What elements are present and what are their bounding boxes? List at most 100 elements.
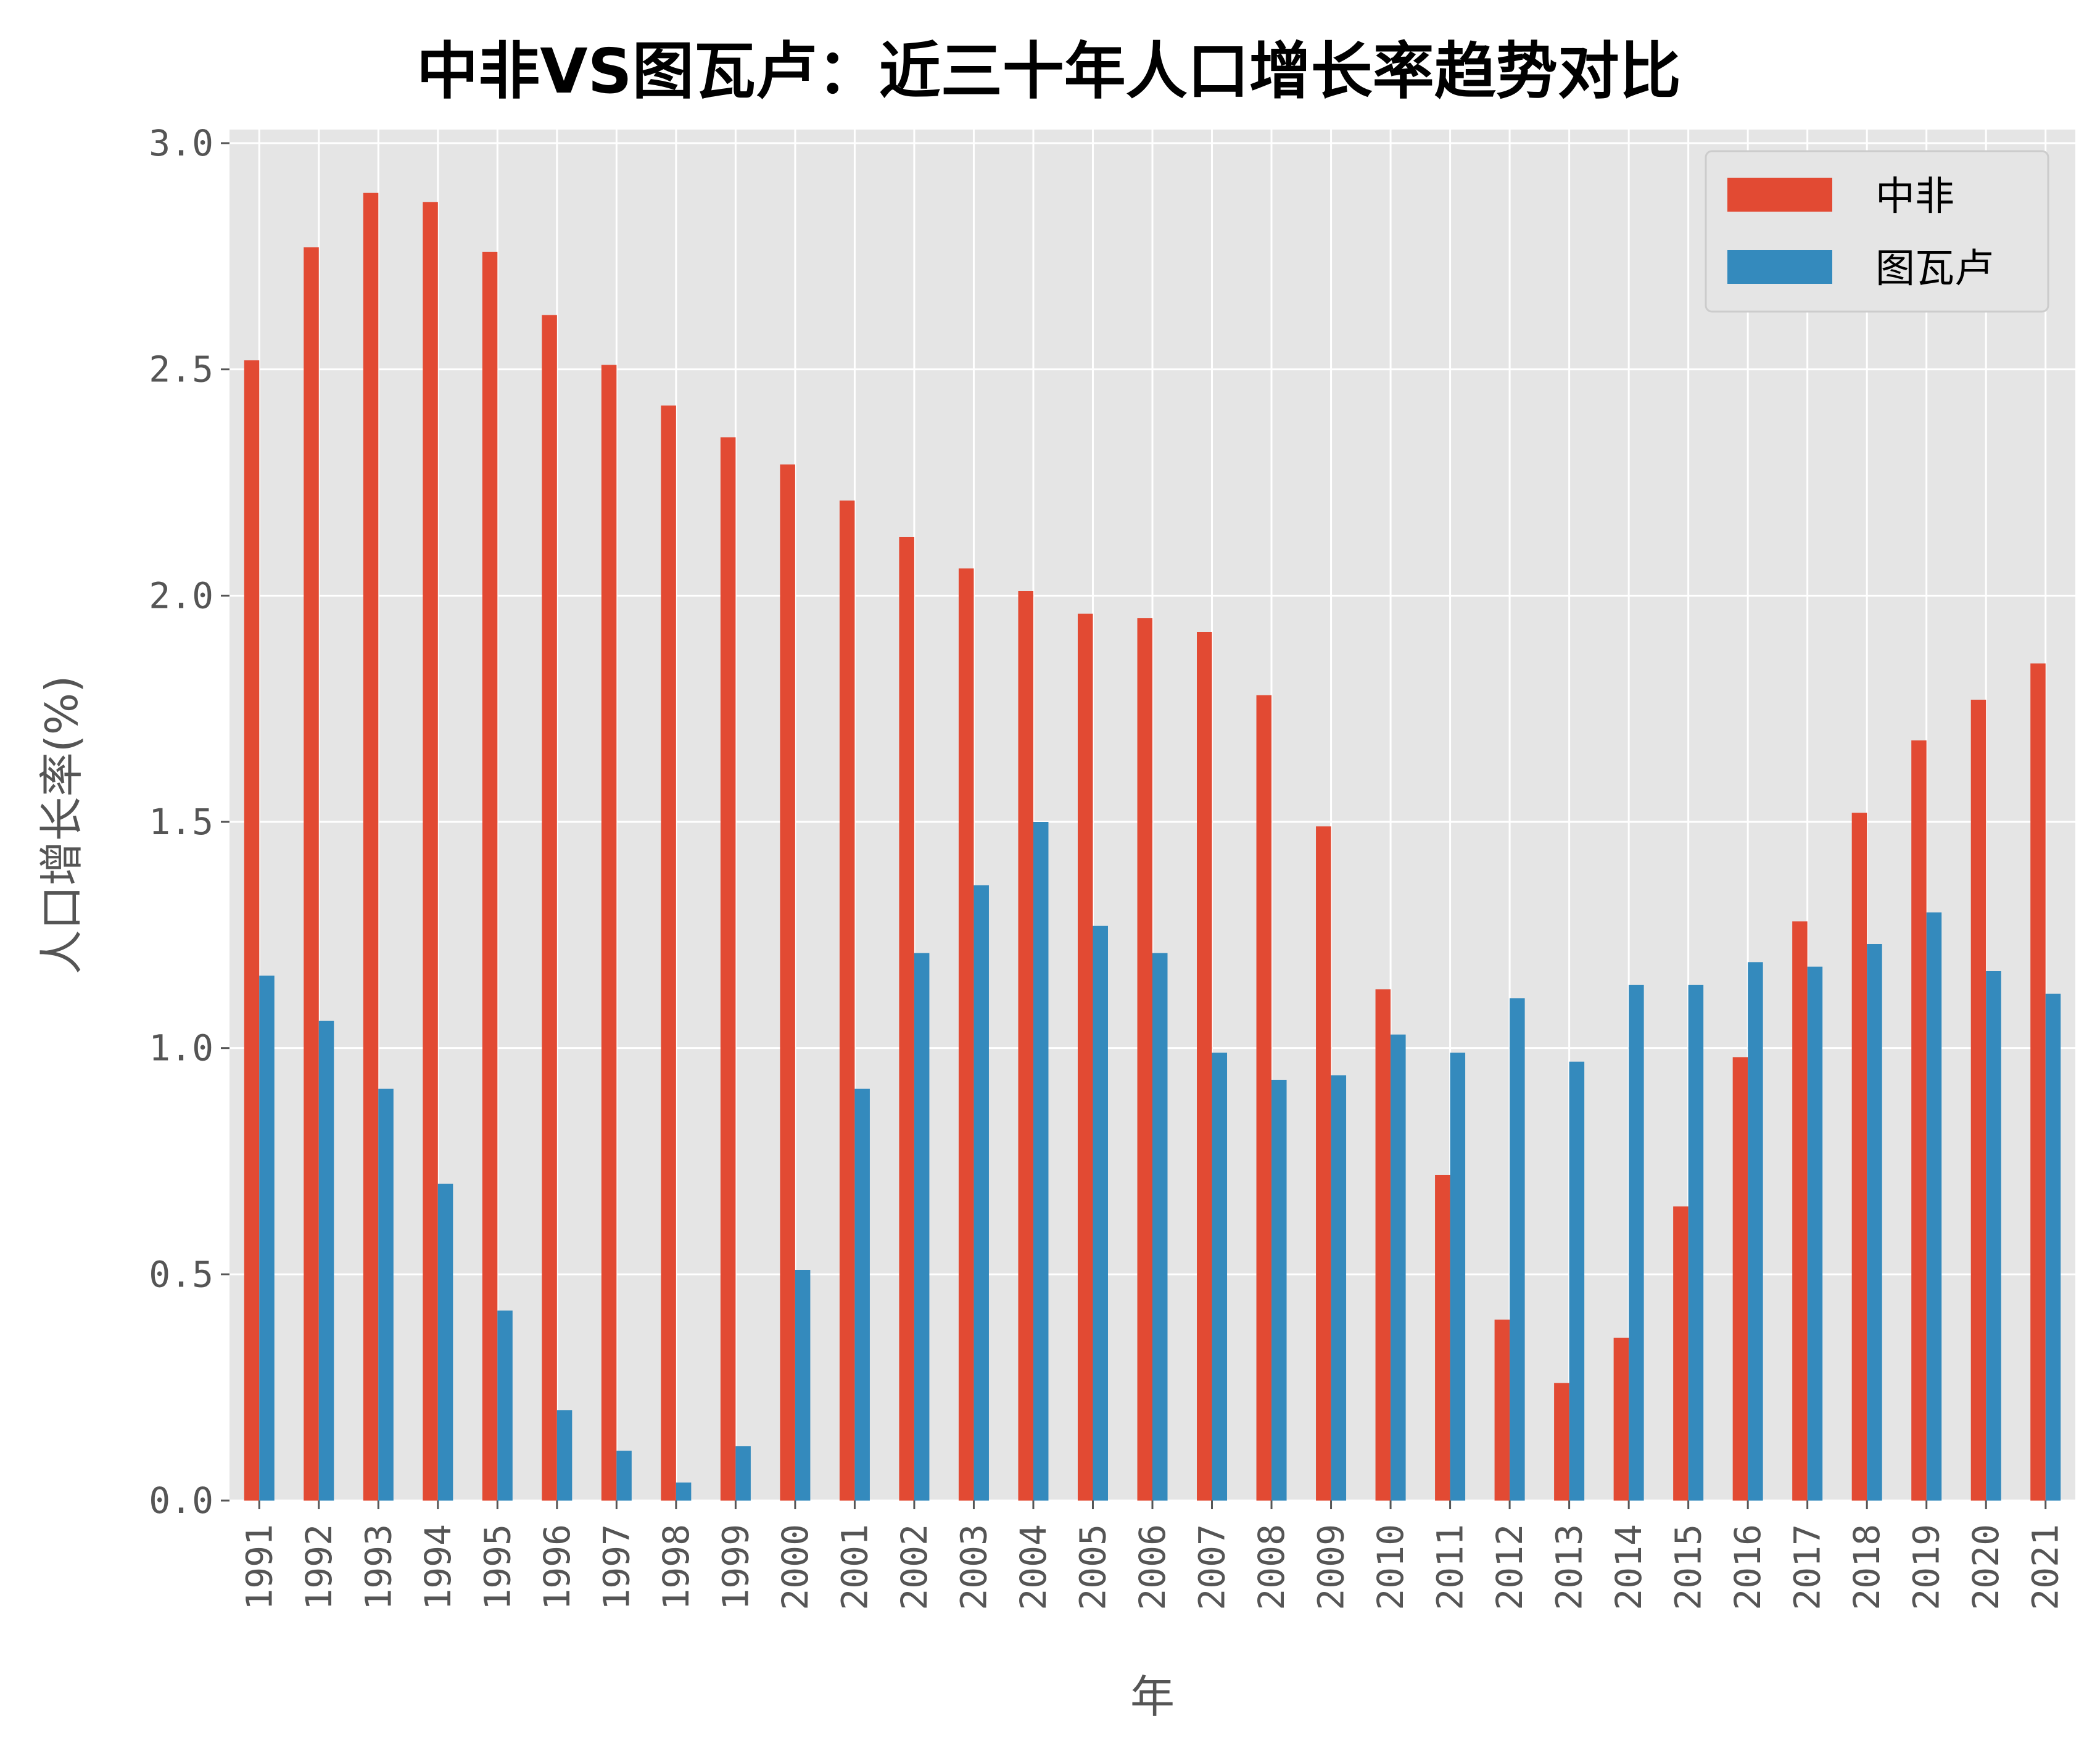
x-tick-label: 1994: [417, 1524, 459, 1610]
bar-central-africa: [1256, 695, 1272, 1501]
x-tick-label: 2015: [1668, 1524, 1709, 1610]
x-tick-label: 1995: [476, 1524, 518, 1610]
legend-swatch-central-africa: [1727, 178, 1832, 212]
bar-tuvalu: [795, 1270, 811, 1501]
x-tick-label: 1992: [298, 1524, 340, 1610]
x-tick-label: 2011: [1429, 1524, 1471, 1610]
bar-tuvalu: [2045, 993, 2061, 1501]
bar-tuvalu: [259, 975, 275, 1501]
y-tick-label: 3.0: [149, 122, 213, 164]
bar-central-africa: [482, 252, 498, 1501]
y-tick-label: 0.0: [149, 1480, 213, 1522]
bar-tuvalu: [1331, 1075, 1347, 1501]
x-axis-ticks: 1991 1992 1993 1994 1995 1996 1997 1998 1999 2000…: [238, 1501, 2067, 1610]
bar-central-africa: [780, 464, 795, 1501]
bar-tuvalu: [914, 953, 930, 1501]
bar-central-africa: [1554, 1383, 1569, 1501]
x-tick-label: 2017: [1787, 1524, 1829, 1610]
x-tick-label: 2018: [1846, 1524, 1888, 1610]
y-tick-label: 1.0: [149, 1027, 213, 1069]
bar-central-africa: [1375, 989, 1391, 1501]
bar-tuvalu: [318, 1021, 334, 1501]
bar-central-africa: [244, 360, 260, 1501]
bar-tuvalu: [1152, 953, 1168, 1501]
y-tick-label: 0.5: [149, 1253, 213, 1295]
bar-central-africa: [423, 202, 438, 1501]
bar-tuvalu: [1748, 962, 1763, 1501]
bar-central-africa: [2030, 663, 2046, 1501]
bar-central-africa: [899, 537, 914, 1501]
bar-central-africa: [720, 437, 736, 1501]
x-tick-label: 2020: [1965, 1524, 2007, 1610]
y-axis-label: 人口增长率(%): [36, 676, 88, 975]
x-tick-label: 1998: [655, 1524, 697, 1610]
y-tick-label: 1.5: [149, 801, 213, 843]
legend-swatch-tuvalu: [1727, 250, 1832, 284]
x-tick-label: 2007: [1191, 1524, 1233, 1610]
bar-central-africa: [1613, 1338, 1629, 1501]
bar-central-africa: [1792, 921, 1808, 1501]
bar-central-africa: [601, 365, 617, 1501]
bar-central-africa: [1732, 1057, 1748, 1501]
x-tick-label: 2006: [1131, 1524, 1173, 1610]
legend: 中非 图瓦卢: [1705, 150, 2049, 313]
bar-tuvalu: [556, 1410, 573, 1501]
bar-tuvalu: [1569, 1061, 1585, 1501]
x-tick-label: 2002: [893, 1524, 935, 1610]
bar-tuvalu: [1033, 822, 1049, 1501]
x-tick-label: 1993: [357, 1524, 399, 1610]
bar-tuvalu: [1271, 1080, 1287, 1501]
y-tick-label: 2.5: [149, 349, 213, 391]
x-tick-label: 2003: [953, 1524, 994, 1610]
x-tick-label: 2009: [1310, 1524, 1352, 1610]
x-tick-label: 2010: [1370, 1524, 1412, 1610]
bar-central-africa: [304, 247, 319, 1501]
x-tick-label: 2005: [1072, 1524, 1114, 1610]
x-tick-label: 2021: [2025, 1524, 2067, 1610]
x-tick-label: 2000: [774, 1524, 816, 1610]
legend-label-tuvalu: 图瓦卢: [1875, 246, 1994, 292]
bar-tuvalu: [1510, 998, 1525, 1501]
bar-central-africa: [661, 405, 676, 1501]
bar-central-africa: [1316, 826, 1331, 1501]
chart-title: 中非VS图瓦卢：近三十年人口增长率趋势对比: [416, 35, 1680, 107]
bar-central-africa: [1494, 1319, 1510, 1501]
bar-tuvalu: [1926, 912, 1942, 1501]
x-tick-label: 1997: [595, 1524, 637, 1610]
bar-central-africa: [363, 193, 379, 1501]
bar-central-africa: [1018, 591, 1033, 1501]
bar-central-africa: [1970, 700, 1986, 1501]
bar-tuvalu: [974, 885, 989, 1501]
bar-central-africa: [1851, 813, 1867, 1501]
bar-tuvalu: [1629, 985, 1644, 1501]
bar-central-africa: [839, 500, 855, 1501]
bar-tuvalu: [1212, 1053, 1228, 1501]
bar-central-africa: [542, 315, 557, 1501]
bar-central-africa: [1435, 1175, 1450, 1501]
x-tick-label: 2014: [1608, 1524, 1650, 1610]
bar-tuvalu: [1450, 1053, 1466, 1501]
x-tick-label: 2001: [833, 1524, 875, 1610]
x-tick-label: 2008: [1250, 1524, 1292, 1610]
bar-tuvalu: [676, 1482, 692, 1501]
bar-tuvalu: [1986, 971, 2001, 1501]
bar-tuvalu: [1093, 926, 1108, 1501]
bar-tuvalu: [1867, 944, 1882, 1501]
bar-tuvalu: [1807, 966, 1823, 1501]
bar-central-africa: [1077, 613, 1093, 1501]
y-tick-label: 2.0: [149, 574, 213, 616]
y-axis-ticks: 0.0 0.5 1.0 1.5 2.0 2.5 3.0: [149, 122, 229, 1522]
x-tick-label: 2012: [1489, 1524, 1531, 1610]
bar-tuvalu: [854, 1088, 870, 1501]
bar-tuvalu: [437, 1183, 453, 1501]
x-tick-label: 2004: [1012, 1524, 1054, 1610]
x-tick-label: 1996: [536, 1524, 578, 1610]
x-tick-label: 1991: [238, 1524, 280, 1610]
bar-central-africa: [1673, 1206, 1689, 1501]
bar-tuvalu: [616, 1451, 632, 1501]
bar-tuvalu: [1688, 985, 1704, 1501]
bar-central-africa: [1137, 618, 1152, 1501]
x-tick-label: 1999: [714, 1524, 756, 1610]
x-axis-label: 年: [1130, 1671, 1175, 1723]
